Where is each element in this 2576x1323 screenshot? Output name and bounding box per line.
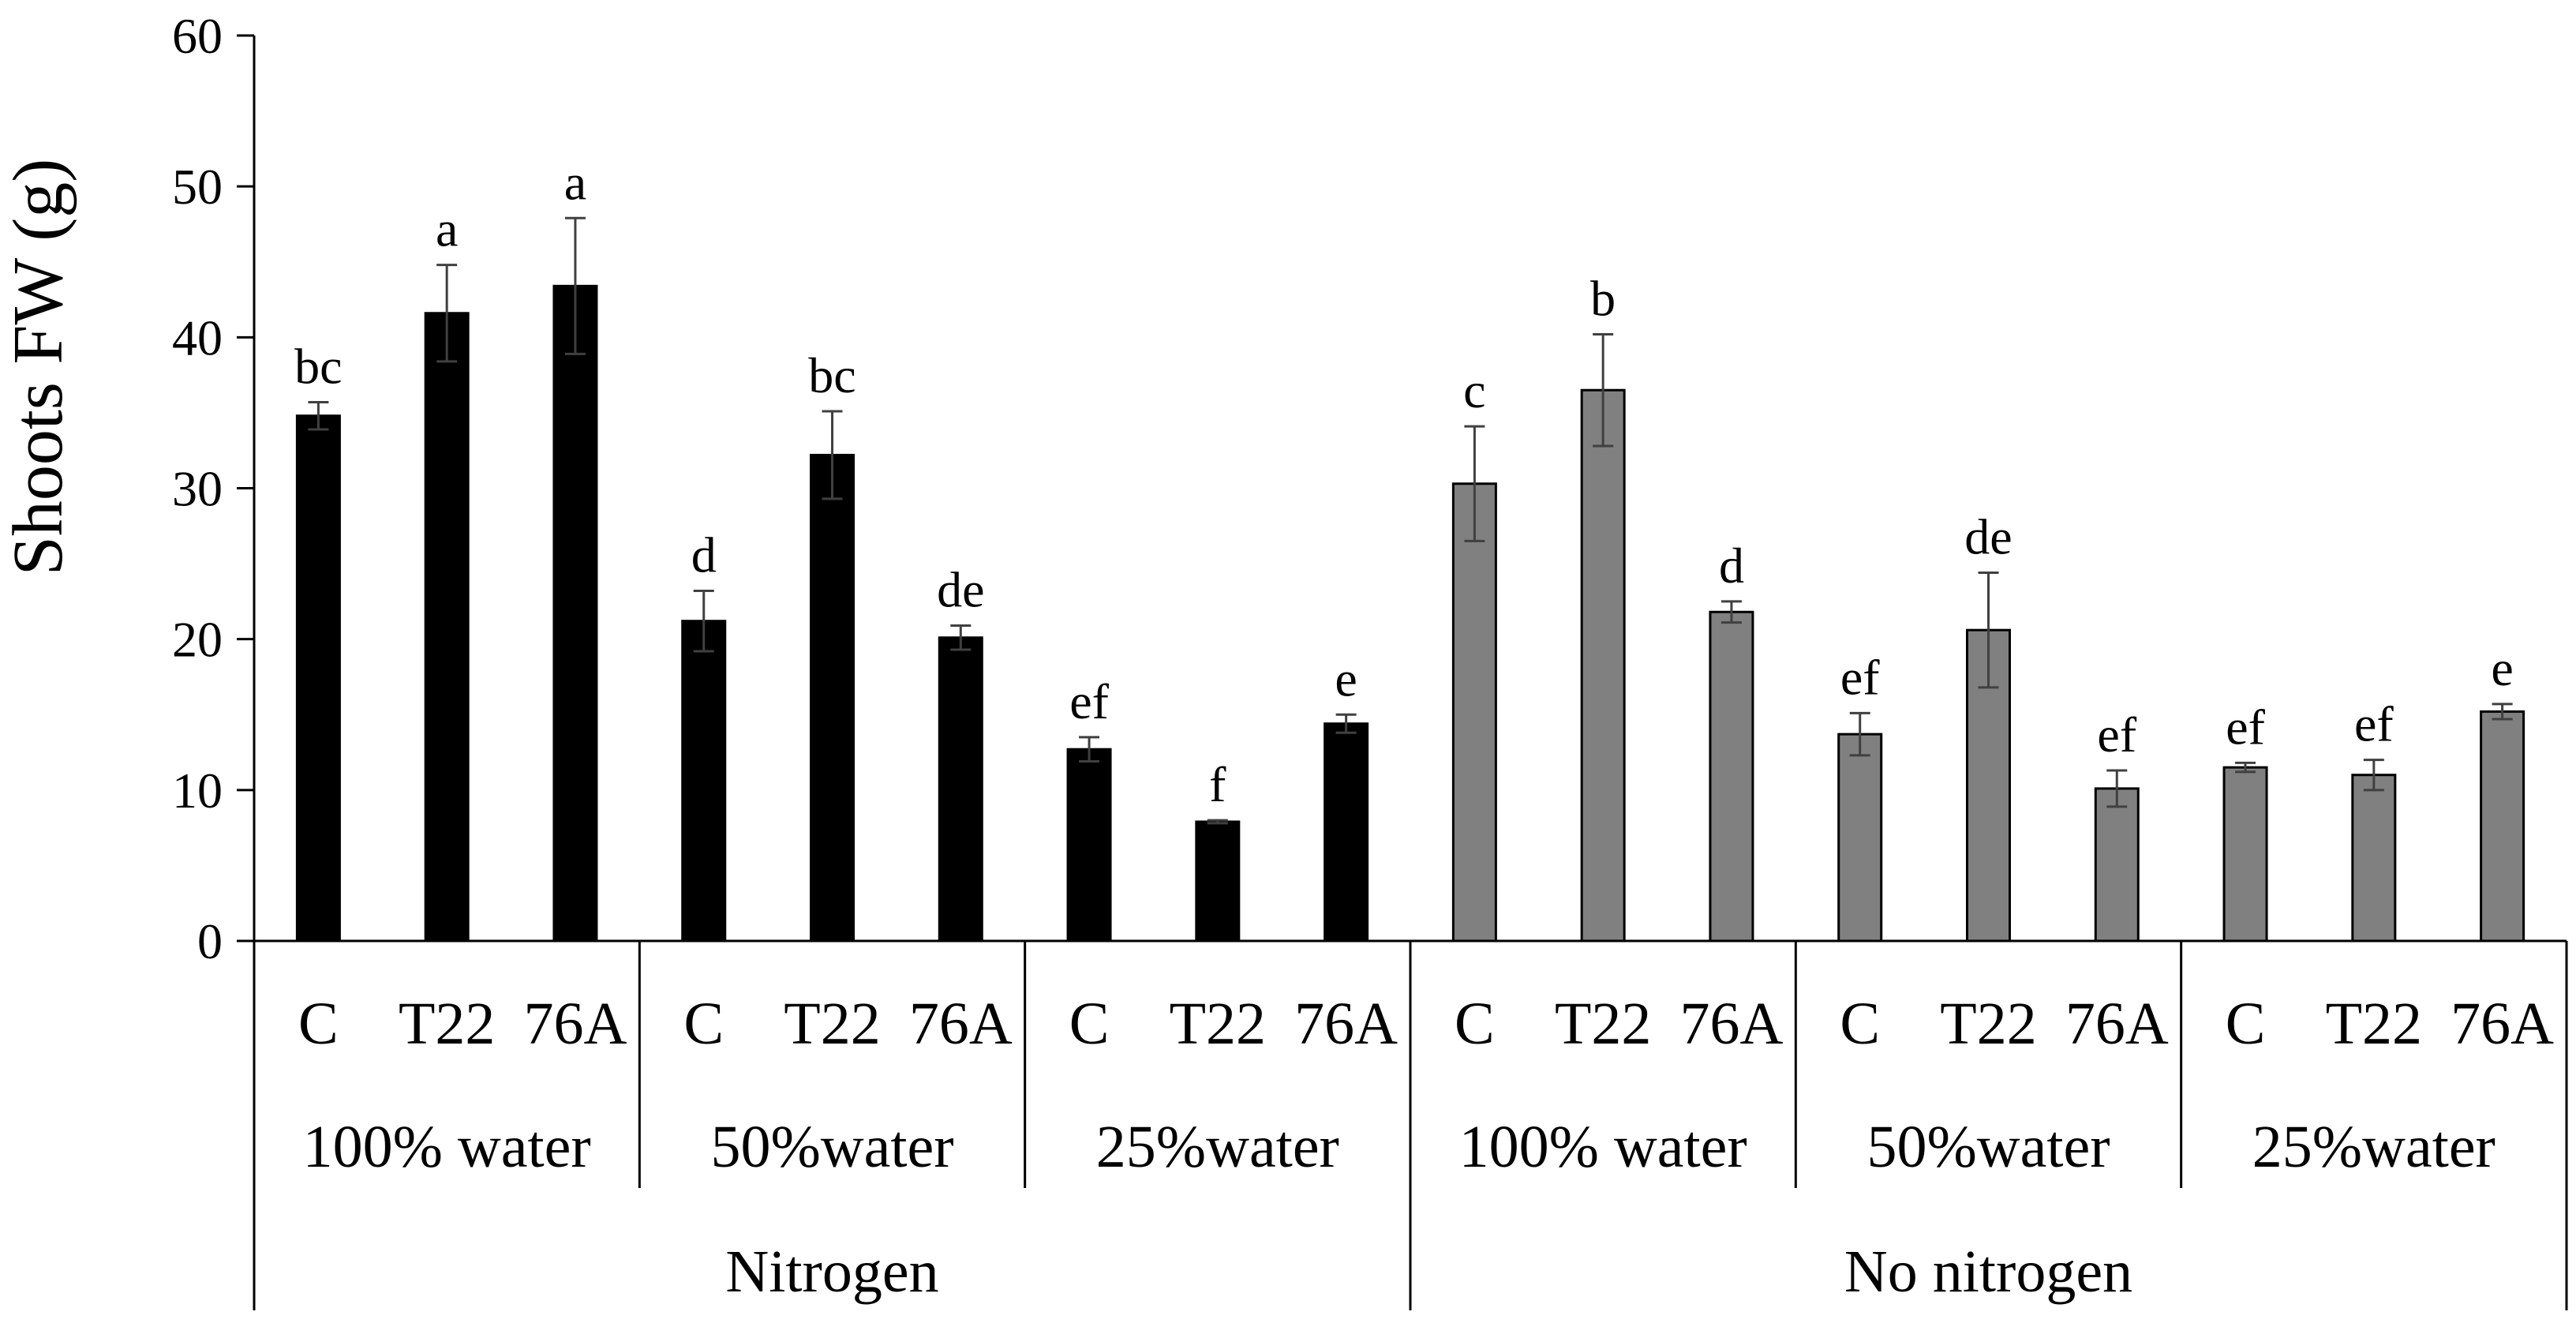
x-tick-label: C <box>2226 991 2266 1057</box>
bar <box>810 453 855 943</box>
y-tick-label: 50 <box>172 159 223 215</box>
bar <box>1580 388 1626 943</box>
x-tick-label: 76A <box>523 991 627 1057</box>
significance-letter: c <box>1463 362 1485 418</box>
bar <box>1709 610 1754 943</box>
significance-letter: e <box>1335 650 1357 706</box>
water-group-label: 100% water <box>1459 1114 1747 1180</box>
significance-letter: b <box>1590 271 1616 327</box>
x-tick-label: 76A <box>2451 991 2554 1057</box>
bar <box>1324 722 1369 943</box>
bars <box>295 284 2525 943</box>
water-group-label: 25%water <box>1096 1114 1339 1180</box>
y-tick-label: 30 <box>172 461 223 517</box>
bar <box>424 312 470 943</box>
bar <box>2222 766 2268 943</box>
water-group-label: 100% water <box>303 1114 591 1180</box>
bar <box>2094 787 2140 943</box>
x-tick-label: T22 <box>1940 991 2036 1057</box>
x-tick-label: T22 <box>1555 991 1651 1057</box>
significance-letter: ef <box>2354 696 2394 752</box>
x-tick-label: 76A <box>909 991 1013 1057</box>
significance-letter: a <box>436 201 458 257</box>
y-tick-label: 40 <box>172 309 223 365</box>
bar <box>1066 748 1112 943</box>
significance-letter: a <box>564 154 586 210</box>
significance-letter: ef <box>1840 649 1880 705</box>
y-axis-label: Shoots FW (g) <box>0 159 77 575</box>
y-tick-label: 60 <box>172 8 223 64</box>
bar <box>938 636 983 943</box>
bar <box>681 620 727 943</box>
axes: 0 10 20 30 40 50 60 <box>172 8 2568 1310</box>
x-tick-label: 76A <box>1679 991 1783 1057</box>
significance-letter: ef <box>2226 699 2265 755</box>
y-tick-label: 10 <box>172 763 223 819</box>
significance-letter: bc <box>808 347 856 403</box>
significance-letter: ef <box>1069 673 1109 729</box>
water-group-label: 50%water <box>710 1114 953 1180</box>
significance-letter: de <box>1964 509 2012 565</box>
significance-letters: bc a a d bc de ef f e c b d ef de ef ef ef e <box>294 154 2514 812</box>
significance-letter: f <box>1209 756 1226 812</box>
x-tick-label: T22 <box>399 991 495 1057</box>
water-group-label: 25%water <box>2252 1114 2496 1180</box>
nitrogen-group-label: No nitrogen <box>1844 1239 2132 1305</box>
x-axis-labels: C T22 76A C T22 76A C T22 76A C T22 76A C T22 76A C T22 7… <box>298 991 2554 1305</box>
x-tick-label: T22 <box>2326 991 2422 1057</box>
y-tick-label: 20 <box>172 612 223 668</box>
bar <box>1451 482 1497 943</box>
significance-letter: de <box>937 561 984 617</box>
significance-letter: e <box>2491 640 2513 696</box>
bar <box>295 414 341 943</box>
bar <box>2351 774 2397 943</box>
x-tick-label: 76A <box>1294 991 1398 1057</box>
x-tick-label: C <box>298 991 339 1057</box>
bar <box>1195 820 1241 943</box>
significance-letter: bc <box>294 339 342 395</box>
x-tick-label: T22 <box>784 991 880 1057</box>
significance-letter: ef <box>2097 706 2136 763</box>
nitrogen-group-label: Nitrogen <box>725 1239 938 1305</box>
bar <box>552 284 598 943</box>
x-tick-label: T22 <box>1170 991 1266 1057</box>
error-bars <box>308 216 2513 825</box>
significance-letter: d <box>691 527 717 583</box>
x-tick-label: C <box>1069 991 1110 1057</box>
y-tick-label: 0 <box>197 913 223 969</box>
bar <box>1837 733 1883 943</box>
bar <box>2480 710 2525 943</box>
significance-letter: d <box>1719 538 1744 594</box>
water-group-label: 50%water <box>1866 1114 2110 1180</box>
x-tick-label: 76A <box>2065 991 2169 1057</box>
x-tick-label: C <box>1455 991 1495 1057</box>
x-tick-label: C <box>1840 991 1880 1057</box>
x-tick-label: C <box>683 991 724 1057</box>
